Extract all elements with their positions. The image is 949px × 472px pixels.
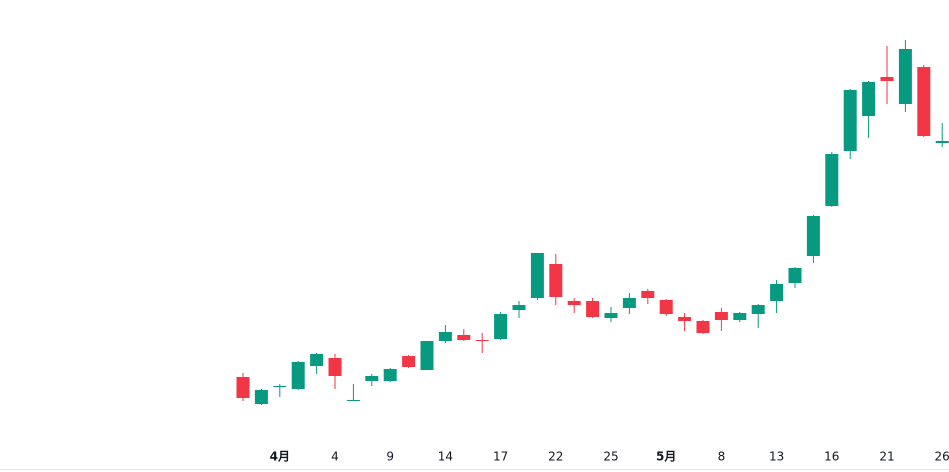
candle-body <box>696 321 710 333</box>
candle-body <box>751 305 765 314</box>
candle-body <box>714 312 728 320</box>
x-tick-label: 26 <box>935 450 949 464</box>
candle-body <box>365 376 379 381</box>
candle-body <box>383 369 397 381</box>
candle-body <box>641 291 655 298</box>
candle-body <box>549 264 563 297</box>
candle-body <box>273 386 287 387</box>
x-tick-label: 5月 <box>656 450 676 464</box>
candle-body <box>788 268 802 283</box>
x-tick-label: 4 <box>331 450 339 464</box>
x-tick-label: 8 <box>718 450 726 464</box>
candle-body <box>917 67 931 136</box>
x-tick-label: 21 <box>879 450 894 464</box>
candle-body <box>733 313 747 320</box>
candle-body <box>567 301 581 305</box>
x-tick-label: 16 <box>824 450 839 464</box>
x-tick-label: 17 <box>493 450 508 464</box>
x-tick-label: 25 <box>603 450 618 464</box>
candle-body <box>402 356 416 367</box>
x-tick-label: 14 <box>438 450 453 464</box>
candle-body <box>530 253 544 298</box>
candle-body <box>457 335 471 340</box>
x-tick-label: 4月 <box>270 450 290 464</box>
candle-body <box>236 377 250 398</box>
x-tick-label: 9 <box>386 450 394 464</box>
candle-body <box>604 313 618 318</box>
candle-body <box>328 358 342 376</box>
candle-body <box>586 301 600 317</box>
candle-body <box>806 216 820 256</box>
candle-body <box>346 400 360 401</box>
candle-body <box>678 317 692 321</box>
candle-body <box>494 314 508 339</box>
candle-body <box>880 77 894 81</box>
candle-body <box>935 141 949 143</box>
candle-body <box>659 300 673 314</box>
candle-body <box>622 298 636 308</box>
candle-body <box>862 82 876 116</box>
candle-body <box>310 354 324 366</box>
candle-body <box>843 90 857 151</box>
candle-body <box>475 340 489 341</box>
candle-body <box>512 305 526 310</box>
candle-body <box>770 284 784 301</box>
candle-body <box>825 154 839 206</box>
candle-body <box>438 332 452 341</box>
candle-body <box>254 390 268 404</box>
x-tick-label: 22 <box>548 450 563 464</box>
candle-body <box>291 362 305 389</box>
x-tick-label: 13 <box>769 450 784 464</box>
candle-body <box>420 341 434 370</box>
candle-body <box>898 49 912 104</box>
